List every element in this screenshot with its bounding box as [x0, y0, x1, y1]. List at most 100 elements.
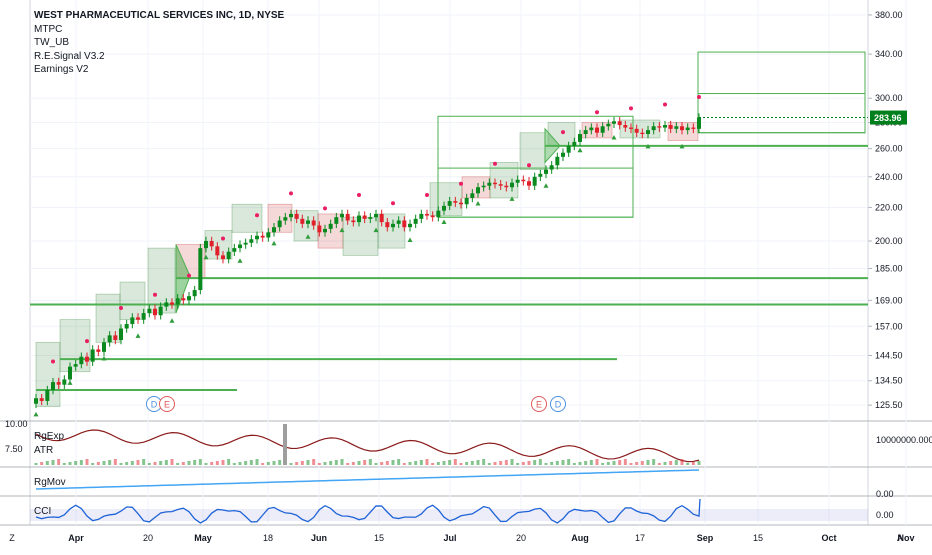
- atr-bar: [238, 462, 242, 465]
- candle-body: [272, 227, 276, 233]
- buy-marker: [475, 200, 481, 206]
- price-tag-label: 283.96: [874, 113, 902, 123]
- candle-body: [266, 232, 271, 238]
- atr-bar: [57, 459, 61, 465]
- candle-body: [396, 220, 401, 224]
- legend-study-mtpc[interactable]: MTPC: [34, 23, 63, 35]
- candle-body: [45, 390, 50, 401]
- candle-body: [158, 306, 163, 316]
- atr-bar: [323, 462, 327, 465]
- candle-body: [317, 225, 322, 233]
- y-tick-label: 185.00: [875, 263, 903, 273]
- candle-body: [345, 213, 350, 221]
- sell-dot: [221, 236, 225, 241]
- atr-bar: [227, 459, 231, 465]
- x-tick-label: 15: [374, 533, 384, 543]
- atr-bar: [385, 461, 389, 465]
- buy-marker: [135, 333, 141, 338]
- sell-dot: [697, 95, 701, 100]
- candle-body: [170, 302, 174, 305]
- atr-bar: [113, 459, 117, 465]
- atr-bar: [686, 463, 690, 465]
- legend-study-resignal[interactable]: R.E.Signal V3.2: [34, 50, 105, 62]
- atr-bar: [153, 462, 157, 465]
- candle-body: [413, 218, 418, 224]
- candle-body: [243, 242, 248, 245]
- atr-bar: [572, 463, 576, 465]
- atr-bar: [538, 459, 542, 465]
- atr-bar: [640, 461, 644, 465]
- y-tick-label: 240.00: [875, 172, 903, 182]
- sell-dot: [85, 339, 89, 344]
- legend-study-earnings[interactable]: Earnings V2: [34, 64, 89, 75]
- candle-body: [549, 165, 554, 170]
- atr-bar: [125, 462, 129, 465]
- atr-bar: [136, 460, 140, 465]
- candle-body: [464, 197, 469, 205]
- candle-body: [119, 328, 123, 340]
- buy-marker: [407, 237, 413, 243]
- atr-bar: [51, 460, 55, 465]
- atr-bar: [108, 460, 112, 465]
- candle-body: [130, 317, 135, 325]
- candle-body: [379, 213, 384, 223]
- candle-body: [583, 130, 588, 135]
- rgexp-axis-left-top: 10.00: [5, 419, 28, 429]
- x-tick-label: May: [194, 533, 212, 543]
- event-badge-label: E: [536, 400, 542, 410]
- atr-bar: [459, 463, 463, 465]
- pane-label-atr: ATR: [34, 445, 54, 456]
- candle-body: [249, 239, 254, 243]
- buy-marker: [611, 134, 617, 140]
- candle-body: [498, 184, 503, 186]
- x-tick-label: Aug: [571, 533, 589, 543]
- atr-bar: [249, 460, 253, 465]
- y-tick-label: 144.50: [875, 350, 903, 360]
- atr-bar: [312, 459, 316, 465]
- x-tick-label: 15: [753, 533, 763, 543]
- x-tick-label: Oct: [821, 533, 836, 543]
- candle-body: [436, 210, 441, 218]
- volume-spike: [283, 424, 287, 465]
- y-tick-label: 380.00: [875, 10, 903, 20]
- atr-bar: [363, 460, 367, 465]
- candles: [34, 113, 701, 408]
- candle-body: [612, 121, 616, 124]
- candle-body: [555, 156, 560, 166]
- atr-bar: [680, 459, 684, 465]
- candle-body: [453, 201, 458, 203]
- candle-body: [85, 356, 89, 362]
- candle-body: [697, 117, 701, 129]
- candle-body: [515, 179, 520, 183]
- candle-body: [493, 182, 497, 185]
- candle-body: [459, 202, 463, 205]
- atr-bar: [493, 462, 497, 465]
- atr-bar: [215, 461, 219, 465]
- candle-body: [521, 179, 526, 182]
- atr-bar: [595, 459, 599, 465]
- atr-bar: [340, 459, 344, 465]
- rgmov-line: [35, 469, 700, 490]
- buy-marker: [33, 411, 39, 417]
- atr-bar: [606, 462, 610, 465]
- legend-study-twub[interactable]: TW_UB: [34, 37, 69, 48]
- candle-body: [51, 382, 55, 391]
- buy-marker: [339, 227, 345, 233]
- atr-bar: [635, 462, 639, 465]
- candle-body: [90, 349, 95, 362]
- candle-body: [572, 141, 577, 146]
- sell-dot: [459, 181, 463, 186]
- rgmov-axis-right: 0.00: [876, 489, 894, 499]
- atr-bar: [425, 459, 429, 465]
- atr-bar: [555, 461, 559, 465]
- atr-bar: [550, 462, 554, 465]
- candle-body: [323, 228, 327, 233]
- x-tick-label: 18: [263, 533, 273, 543]
- atr-bar: [119, 463, 123, 465]
- atr-bar: [357, 461, 361, 465]
- corner-right-glyph: A: [897, 533, 903, 543]
- atr-bar: [487, 463, 491, 465]
- candle-body: [232, 248, 237, 252]
